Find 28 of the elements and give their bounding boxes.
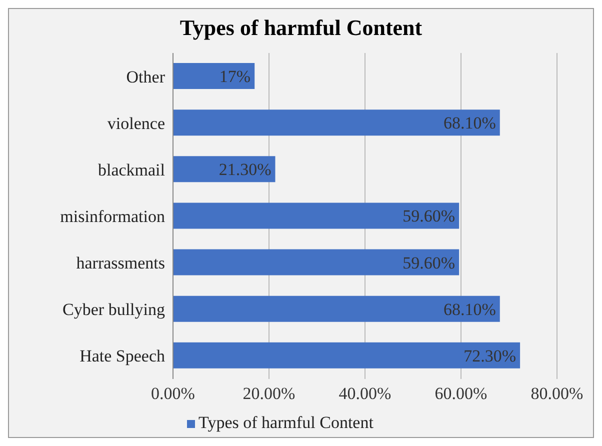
data-label: 72.30% [464,346,516,366]
y-tick-label: Cyber bullying [62,300,166,320]
data-label: 59.60% [402,206,456,226]
x-tick-label: 0.00% [151,384,195,404]
bar [173,156,276,182]
legend-label: Types of harmful Content [198,413,374,432]
x-tick-label: 40.00% [338,384,392,404]
bar [173,202,460,229]
y-tick-label: violence [107,114,165,133]
data-label: 68.10% [443,114,496,133]
data-label: 17% [219,67,251,86]
y-tick-label: blackmail [98,160,166,180]
data-label: 21.30% [218,160,272,180]
bar [173,296,500,322]
bar [173,342,520,368]
data-label: 68.10% [443,300,496,319]
y-tick-label: harrassments [76,254,165,273]
x-tick-label: 20.00% [242,384,296,404]
bar [173,249,460,276]
y-tick-label: Other [126,67,166,86]
chart-title: Types of harmful Content [178,14,424,42]
y-tick-label: misinformation [60,207,166,226]
x-tick-label: 80.00% [530,384,584,404]
x-tick-label: 60.00% [434,384,488,404]
bar [173,63,255,89]
data-label: 59.60% [402,253,456,272]
bar [173,110,500,136]
y-tick-label: Hate Speech [80,346,166,366]
